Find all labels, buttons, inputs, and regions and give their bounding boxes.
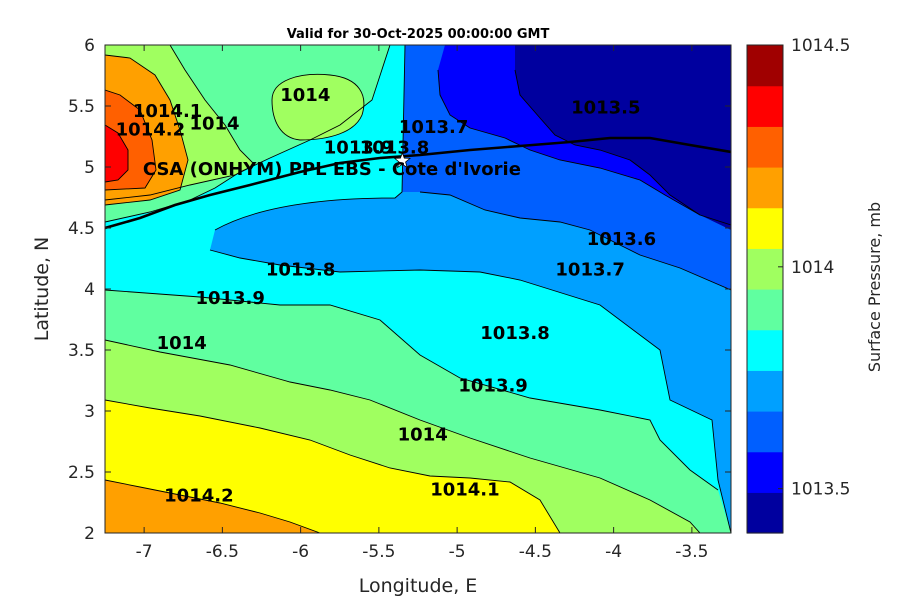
y-tick-label: 3.5 xyxy=(68,341,95,361)
site-label: CSA (ONHYM) PPL EBS - Cote d'Ivorie xyxy=(143,159,521,180)
contour-fill xyxy=(105,45,731,533)
contour-label: 1014.1 xyxy=(133,101,202,122)
contour-label: 1014 xyxy=(189,113,239,134)
contour-label: 1013.9 xyxy=(458,376,527,397)
y-axis-label: Latitude, N xyxy=(31,237,53,342)
contour-label: 1013.6 xyxy=(587,229,656,250)
contour-labels: 1014.2 1014.110141013.91013.810141013.910… xyxy=(116,85,657,506)
contour-label: 1013.9 xyxy=(195,288,264,309)
y-tick-label: 5 xyxy=(84,158,95,178)
colorbar-segment xyxy=(747,248,783,290)
x-tick-label: -4 xyxy=(605,542,622,562)
contour-label: 1014.1 xyxy=(430,479,499,500)
y-tick-label: 4 xyxy=(84,280,95,300)
contour-label: 1013.9 xyxy=(324,138,393,159)
contour-label: 1013.8 xyxy=(266,260,335,281)
band-1014.0-island xyxy=(272,74,364,140)
colorbar: 1013.5 1014 1014.5 xyxy=(746,36,850,534)
colorbar-segment xyxy=(747,492,783,534)
x-axis-label: Longitude, E xyxy=(359,575,478,597)
contour-label: 1014 xyxy=(398,424,448,445)
contour-label: 1014.2 xyxy=(116,119,185,140)
y-axis: 2 2.5 3 3.5 4 4.5 5 5.5 6 xyxy=(68,36,731,544)
contour-lines xyxy=(105,45,731,533)
y-tick-label: 6 xyxy=(84,36,95,56)
colorbar-segment xyxy=(747,370,783,412)
band-1014.1-south xyxy=(105,400,560,533)
contour-label: 1014 xyxy=(280,85,330,106)
y-tick-label: 3 xyxy=(84,402,95,422)
contour-label: 1014 xyxy=(157,333,207,354)
colorbar-frame xyxy=(746,44,784,534)
site-star-icon xyxy=(393,151,412,169)
y-tick-label: 2.5 xyxy=(68,463,95,483)
x-tick-label: -7 xyxy=(136,542,153,562)
x-tick-label: -6.5 xyxy=(206,542,239,562)
colorbar-segment xyxy=(747,85,783,127)
x-axis: -7 -6.5 -6 -5.5 -5 -4.5 -4 -3.5 xyxy=(136,45,708,562)
x-tick-label: -3.5 xyxy=(675,542,708,562)
chart-title: Valid for 30-Oct-2025 00:00:00 GMT xyxy=(287,27,550,42)
colorbar-segment xyxy=(747,167,783,209)
colorbar-segment xyxy=(747,411,783,453)
contour-label: 1013.8 xyxy=(480,323,549,344)
contour-label: 1013.7 xyxy=(399,117,468,138)
colorbar-tick-label: 1014.5 xyxy=(791,36,850,56)
x-tick-label: -5 xyxy=(449,542,466,562)
contour-label: 1013.7 xyxy=(555,260,624,281)
y-tick-label: 4.5 xyxy=(68,219,95,239)
colorbar-tick-label: 1013.5 xyxy=(791,480,850,500)
colorbar-segment xyxy=(747,45,783,87)
band-1014.2-south xyxy=(105,480,320,533)
colorbar-segment xyxy=(747,126,783,168)
coastline xyxy=(105,136,731,230)
x-tick-label: -5.5 xyxy=(362,542,395,562)
y-tick-label: 2 xyxy=(84,524,95,544)
colorbar-segment xyxy=(747,329,783,371)
colorbar-segment xyxy=(747,207,783,249)
x-tick-label: -6 xyxy=(292,542,309,562)
x-tick-label: -4.5 xyxy=(519,542,552,562)
contour-label: 1013.5 xyxy=(571,97,640,118)
colorbar-segment xyxy=(747,289,783,331)
contour-label: 1014.2 xyxy=(164,485,233,506)
y-tick-label: 5.5 xyxy=(68,97,95,117)
colorbar-label: Surface Pressure, mb xyxy=(865,202,884,372)
colorbar-segment xyxy=(747,451,783,493)
colorbar-tick-label: 1014 xyxy=(791,258,834,278)
band-1014.3-north xyxy=(105,125,128,182)
site-marker-group: CSA (ONHYM) PPL EBS - Cote d'Ivorie xyxy=(143,151,521,180)
contour-label: 1013.8 xyxy=(360,138,429,159)
